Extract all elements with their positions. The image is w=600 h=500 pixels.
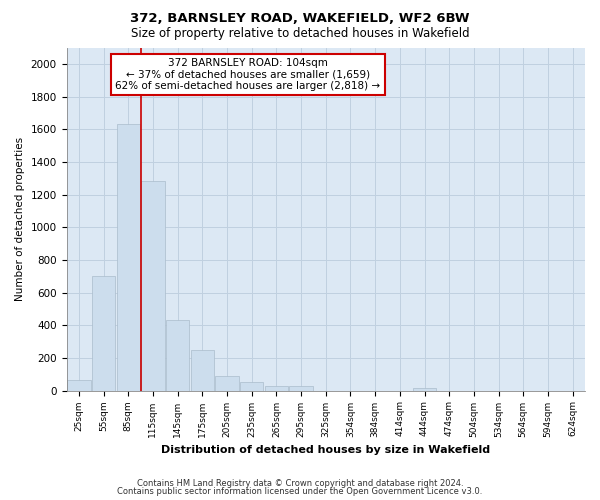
Text: Size of property relative to detached houses in Wakefield: Size of property relative to detached ho…: [131, 28, 469, 40]
Bar: [141, 182, 164, 390]
Bar: [191, 350, 214, 391]
Text: Contains HM Land Registry data © Crown copyright and database right 2024.: Contains HM Land Registry data © Crown c…: [137, 478, 463, 488]
Text: 372, BARNSLEY ROAD, WAKEFIELD, WF2 6BW: 372, BARNSLEY ROAD, WAKEFIELD, WF2 6BW: [130, 12, 470, 26]
Text: Contains public sector information licensed under the Open Government Licence v3: Contains public sector information licen…: [118, 487, 482, 496]
Bar: [265, 386, 288, 390]
Bar: [215, 376, 239, 390]
Bar: [413, 388, 436, 390]
Bar: [240, 382, 263, 390]
Y-axis label: Number of detached properties: Number of detached properties: [15, 137, 25, 301]
X-axis label: Distribution of detached houses by size in Wakefield: Distribution of detached houses by size …: [161, 445, 490, 455]
Bar: [116, 124, 140, 390]
Bar: [289, 386, 313, 390]
Bar: [92, 276, 115, 390]
Bar: [67, 380, 91, 390]
Text: 372 BARNSLEY ROAD: 104sqm
← 37% of detached houses are smaller (1,659)
62% of se: 372 BARNSLEY ROAD: 104sqm ← 37% of detac…: [115, 58, 380, 91]
Bar: [166, 320, 190, 390]
